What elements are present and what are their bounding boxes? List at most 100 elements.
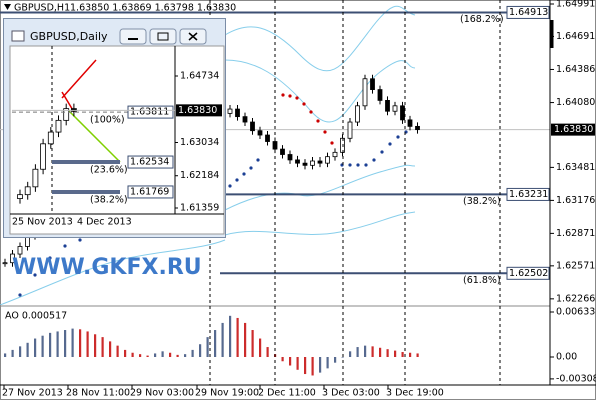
ao-bar [79, 329, 82, 357]
ao-bar [251, 330, 254, 357]
candle-body [280, 148, 285, 155]
band-upper [224, 5, 416, 72]
ao-bar [101, 337, 104, 357]
inset-time-label: 25 Nov 2013 [12, 217, 73, 228]
ao-bar [176, 354, 179, 357]
candle-body [370, 78, 375, 90]
ao-bar [34, 338, 37, 357]
ao-bar [56, 331, 59, 357]
candle-body [325, 156, 330, 164]
price-tick-label: 1.64691 [556, 31, 595, 42]
candle-body [265, 134, 270, 142]
ao-bar [289, 357, 292, 366]
price-tick-label: 1.64080 [556, 97, 595, 108]
ao-bar [356, 347, 359, 357]
fibo-level-label: (38.2%) [463, 196, 501, 207]
ao-bar [394, 350, 397, 357]
ao-bar [326, 357, 329, 369]
ao-bar [184, 354, 187, 357]
ao-bar [401, 352, 404, 357]
ao-bar [86, 331, 89, 357]
ao-bar [311, 357, 314, 376]
close-icon [188, 32, 198, 41]
inset-current-label: 1.63830 [178, 105, 217, 116]
inset-fibo-level: (38.2%) [90, 194, 128, 205]
candle-body [250, 121, 255, 132]
ao-bar [221, 322, 224, 357]
ao-bar [266, 347, 269, 357]
ao-bar [386, 349, 389, 357]
ao-bar [364, 345, 367, 357]
candle-body [347, 121, 353, 139]
inset-candle-body [32, 168, 39, 188]
ao-bar [199, 344, 202, 357]
inset-price-label: 1.62184 [180, 170, 219, 181]
ao-bar [154, 353, 157, 357]
ao-bar [64, 330, 67, 357]
ao-bar [319, 357, 322, 373]
ao-bar [379, 347, 382, 357]
fibo-price-label: 1.63231 [509, 189, 548, 200]
time-label: 28 Nov 11:00 [66, 388, 130, 399]
ao-bar [296, 357, 299, 370]
ao-bar [244, 322, 247, 357]
ao-bar [146, 355, 149, 357]
candle-body [302, 162, 308, 166]
inset-fibo-price: 1.61769 [130, 186, 169, 197]
ao-bar [214, 330, 217, 357]
ao-bar [94, 334, 97, 357]
ao-bar [124, 349, 127, 357]
minimize-button[interactable] [119, 28, 147, 45]
maximize-icon [157, 32, 169, 41]
fibo-price-box [506, 5, 550, 19]
inset-price-label: 1.64734 [180, 71, 219, 82]
inset-candle-body [40, 143, 46, 170]
inset-fibo-box [127, 185, 174, 199]
current-price-box [551, 123, 595, 136]
price-tick-label: 1.63481 [556, 162, 595, 173]
ao-bar [206, 337, 209, 357]
fibo-price-box [506, 187, 550, 201]
candle-body [2, 262, 8, 265]
ao-bar [109, 341, 112, 357]
ao-bar [139, 354, 142, 357]
ao-bar [131, 352, 134, 357]
candle-body [332, 151, 338, 158]
time-label: 3 Dec 03:00 [322, 388, 380, 399]
ao-label: AO 0.000517 [5, 311, 67, 322]
candle-body [10, 253, 15, 264]
inset-price-label: 1.61359 [180, 202, 219, 213]
candle-body [17, 246, 23, 255]
ao-bar [169, 352, 172, 357]
inset-fibo-box [127, 105, 174, 119]
ao-bar [11, 349, 14, 357]
fan-green [67, 109, 121, 163]
candle-body [392, 105, 398, 112]
maximize-button[interactable] [149, 28, 177, 45]
inset-fibo-price: 1.62534 [130, 157, 169, 168]
ao-bar [191, 349, 194, 357]
candle-body [295, 159, 300, 164]
ao-panel: AO 0.000517 [4, 311, 419, 376]
inset-candle-body [55, 119, 62, 133]
inset-fibo-level: (23.6%) [90, 165, 128, 176]
candle-body [377, 89, 383, 101]
ao-bar [41, 335, 44, 357]
price-tick-label: 1.64386 [556, 64, 595, 75]
ao-bar [371, 346, 374, 357]
ao-bar [116, 345, 119, 357]
ao-bar [71, 328, 74, 357]
inset-candle-body [17, 194, 23, 199]
fibo-price-label: 1.62502 [509, 268, 548, 279]
menu-triangle[interactable] [4, 4, 11, 10]
ao-bar [334, 357, 337, 363]
ao-bar [4, 353, 7, 357]
inset-price-label: 1.63034 [180, 137, 219, 148]
inset-candle-body [24, 186, 31, 196]
candle-body [310, 160, 315, 166]
candle-body [385, 100, 390, 112]
candle-body [355, 105, 360, 123]
daily-window[interactable]: GBPUSD,Daily 1.64734 1.63034 1.62184 1.6135… [3, 18, 226, 238]
price-tick-label: 1.62266 [556, 293, 595, 304]
